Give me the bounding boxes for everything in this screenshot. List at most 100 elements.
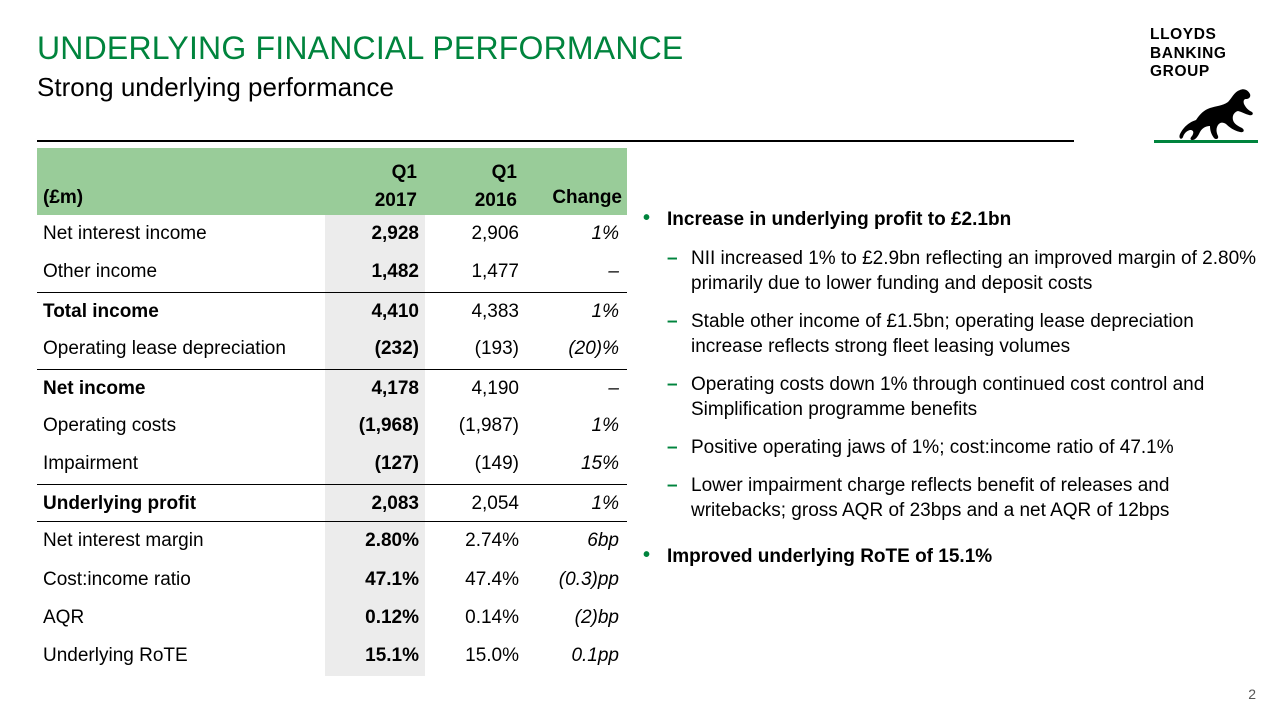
sub-bullet-item: – Stable other income of £1.5bn; operati…	[643, 309, 1263, 359]
row-label: Cost:income ratio	[43, 568, 191, 590]
table-row: Operating costs (1,968) (1,987) 1%	[37, 406, 627, 446]
value-change: –	[608, 377, 619, 399]
logo-accent-bar	[1154, 140, 1258, 143]
value-q1-2017: (127)	[325, 445, 425, 484]
row-label: Underlying profit	[43, 492, 197, 514]
table-row: Cost:income ratio 47.1% 47.4% (0.3)pp	[37, 560, 627, 599]
value-q1-2016: 15.0%	[465, 645, 519, 667]
value-q1-2017: 15.1%	[325, 637, 425, 676]
dash-icon: –	[667, 437, 678, 458]
commentary-bullets: • Increase in underlying profit to £2.1b…	[643, 207, 1263, 583]
sub-bullet-item: – Lower impairment charge reflects benef…	[643, 473, 1263, 523]
bullet-text: Improved underlying RoTE of 15.1%	[667, 546, 993, 567]
header-q1-2016-line1: Q1	[491, 162, 517, 183]
value-change: 15%	[580, 453, 619, 475]
dash-icon: –	[667, 475, 678, 496]
logo-text-line2: BANKING	[1150, 44, 1227, 62]
value-q1-2017: 2,928	[325, 215, 425, 254]
value-q1-2016: 47.4%	[465, 568, 519, 590]
value-q1-2017: (1,968)	[325, 406, 425, 446]
value-q1-2017: 2,083	[325, 484, 425, 522]
dash-icon: –	[667, 248, 678, 269]
table-row: Other income 1,482 1,477 –	[37, 253, 627, 292]
row-label: Operating costs	[43, 414, 177, 436]
row-label: Net interest income	[43, 223, 207, 244]
value-change: (20)%	[568, 338, 619, 360]
sub-bullet-text: Operating costs down 1% through continue…	[691, 374, 1205, 420]
value-change: 6bp	[587, 530, 619, 552]
sub-bullet-item: – Operating costs down 1% through contin…	[643, 372, 1263, 422]
table-row: Underlying profit 2,083 2,054 1%	[37, 483, 627, 523]
row-label: Net interest margin	[43, 530, 204, 552]
table-row: Underlying RoTE 15.1% 15.0% 0.1pp	[37, 637, 627, 676]
sub-bullet-text: Positive operating jaws of 1%; cost:inco…	[691, 437, 1174, 458]
dash-icon: –	[667, 311, 678, 332]
value-q1-2017: 4,410	[325, 292, 425, 331]
sub-bullet-text: Stable other income of £1.5bn; operating…	[691, 311, 1194, 357]
page-subtitle: Strong underlying performance	[37, 72, 394, 102]
header-units: (£m)	[43, 187, 84, 208]
value-q1-2016: 4,383	[471, 300, 519, 322]
value-q1-2017: 47.1%	[325, 560, 425, 599]
value-change: 1%	[591, 492, 619, 514]
value-q1-2016: (193)	[474, 338, 519, 360]
row-label: Net income	[43, 377, 146, 399]
sub-bullet-item: – Positive operating jaws of 1%; cost:in…	[643, 435, 1263, 460]
table-row: Net interest income 2,928 2,906 1%	[37, 215, 627, 254]
value-q1-2017: 1,482	[325, 253, 425, 292]
table-header: (£m) Q1 2017 Q1 2016 Change	[37, 148, 627, 215]
row-label: Other income	[43, 261, 158, 283]
table-row: Operating lease depreciation (232) (193)…	[37, 330, 627, 369]
header-q1-2017: Q1 2017	[327, 159, 417, 215]
bullet-item: • Improved underlying RoTE of 15.1%	[643, 544, 1263, 569]
header-q1-2017-line2: 2017	[374, 190, 417, 211]
value-q1-2016: 1,477	[471, 261, 519, 283]
value-q1-2016: (149)	[474, 453, 519, 475]
value-q1-2017: 4,178	[325, 369, 425, 407]
value-q1-2016: 2,906	[471, 223, 519, 244]
table-row: Net interest margin 2.80% 2.74% 6bp	[37, 522, 627, 561]
company-logo: LLOYDS BANKING GROUP	[1150, 26, 1258, 144]
row-label: Underlying RoTE	[43, 645, 188, 667]
header-q1-2016-line2: 2016	[474, 190, 517, 211]
bullet-item: • Increase in underlying profit to £2.1b…	[643, 207, 1263, 232]
value-change: 1%	[591, 223, 619, 244]
dash-icon: –	[667, 374, 678, 395]
table-row: Net income 4,178 4,190 –	[37, 368, 627, 407]
page-title: UNDERLYING FINANCIAL PERFORMANCE	[37, 30, 684, 66]
bullet-text: Increase in underlying profit to £2.1bn	[667, 209, 1012, 230]
row-label: AQR	[43, 606, 85, 628]
row-label: Impairment	[43, 453, 139, 475]
value-q1-2017: 0.12%	[325, 598, 425, 638]
row-label: Total income	[43, 300, 159, 322]
value-change: 1%	[591, 414, 619, 436]
value-q1-2016: (1,987)	[458, 414, 519, 436]
black-horse-icon	[1179, 89, 1253, 140]
table-row: Total income 4,410 4,383 1%	[37, 291, 627, 331]
sub-bullet-item: – NII increased 1% to £2.9bn reflecting …	[643, 246, 1263, 296]
header-q1-2016: Q1 2016	[427, 159, 517, 215]
bullet-dot-icon: •	[643, 544, 651, 566]
title-divider	[37, 140, 1074, 142]
sub-bullet-text: NII increased 1% to £2.9bn reflecting an…	[691, 248, 1257, 294]
value-change: –	[608, 261, 619, 283]
value-q1-2017: (232)	[325, 330, 425, 369]
value-q1-2017: 2.80%	[325, 522, 425, 561]
value-q1-2016: 4,190	[471, 377, 519, 399]
row-label: Operating lease depreciation	[43, 338, 286, 360]
value-q1-2016: 2.74%	[465, 530, 519, 552]
page-number: 2	[1248, 686, 1256, 702]
value-change: (0.3)pp	[558, 568, 619, 590]
value-q1-2016: 0.14%	[465, 606, 519, 628]
table-row: Impairment (127) (149) 15%	[37, 445, 627, 484]
bullet-dot-icon: •	[643, 207, 651, 229]
financial-table: (£m) Q1 2017 Q1 2016 Change Net interest…	[37, 148, 627, 676]
value-change: 0.1pp	[571, 645, 619, 667]
header-q1-2017-line1: Q1	[391, 162, 417, 183]
logo-text-line3: GROUP	[1150, 63, 1210, 80]
sub-bullet-text: Lower impairment charge reflects benefit…	[691, 475, 1170, 521]
value-change: (2)bp	[574, 606, 619, 628]
value-change: 1%	[591, 300, 619, 322]
header-change: Change	[552, 187, 622, 208]
table-row: AQR 0.12% 0.14% (2)bp	[37, 598, 627, 638]
